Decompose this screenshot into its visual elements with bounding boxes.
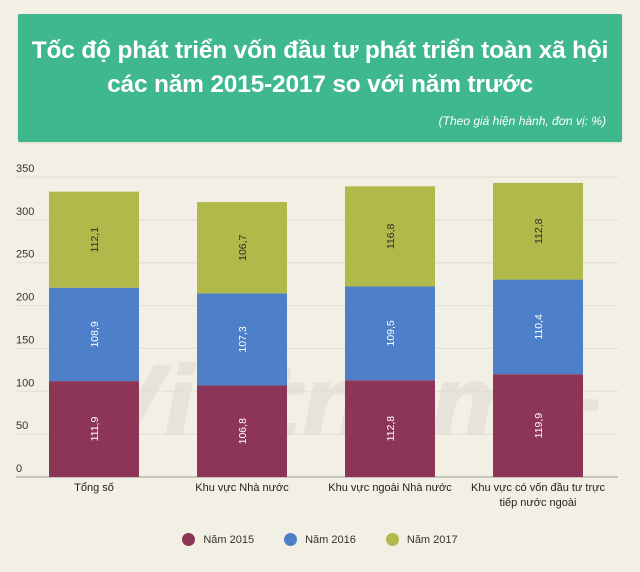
legend-marker-2016 [284,533,298,546]
bar-segment [49,381,139,477]
legend-item-2016: Năm 2016 [284,533,356,546]
y-tick-label: 150 [16,334,34,346]
x-tick-label: Khu vực có vốn đầu tư trực tiếp nước ngoà… [471,482,605,509]
legend-marker-2015 [182,533,196,546]
bar-segment [493,279,583,375]
y-tick-label: 350 [16,163,34,175]
data-label: 106,8 [237,418,249,444]
bar-segment [197,293,287,386]
y-tick-label: 250 [16,249,34,261]
x-tick-label: Khu vực ngoài Nhà nước [328,482,452,494]
bar-segment [197,202,287,294]
y-tick-label: 200 [16,292,34,304]
x-tick-label: Khu vực Nhà nước [195,482,289,494]
legend-marker-2017 [385,533,399,546]
legend: Năm 2015 Năm 2016 Năm 2017 [0,533,640,546]
legend-label-2017: Năm 2017 [406,533,458,546]
bar-segment [49,287,139,382]
data-label: 110,4 [533,314,545,340]
legend-item-2015: Năm 2015 [182,533,254,546]
legend-label-2016: Năm 2016 [305,533,356,546]
y-tick-label: 0 [16,463,22,475]
legend-label-2015: Năm 2015 [203,533,255,546]
data-label: 109,5 [385,320,397,346]
data-label: 116,8 [385,223,397,249]
data-label: 108,9 [89,321,101,347]
bar-segment [345,380,435,477]
data-label: 111,9 [89,417,101,442]
data-label: 112,1 [89,227,101,253]
bar-segment [493,182,583,280]
data-label: 106,7 [237,234,249,260]
bar-segment [493,374,583,477]
bar-segment [345,286,435,381]
data-label: 112,8 [533,218,545,244]
bar-segment [197,385,287,477]
bar-segment [49,191,139,288]
y-tick-label: 300 [16,206,34,218]
legend-item-2017: Năm 2017 [385,533,458,546]
x-tick-label: Tổng số [74,482,114,494]
y-tick-label: 100 [16,377,34,389]
data-label: 107,3 [237,326,249,352]
y-tick-label: 50 [16,420,28,432]
bar-segment [345,186,435,287]
chart-subtitle: (Theo giá hiện hành, đơn vị: %) [438,114,606,128]
stacked-bar-chart: 0 50 100 150 200 250 300 350 111,9 108,9 112,1 Tổng… [16,163,618,509]
data-label: 119,9 [533,413,545,439]
title-banner: Tốc độ phát triển vốn đầu tư phát triển … [18,14,622,142]
chart-title: Tốc độ phát triển vốn đầu tư phát triển … [31,37,609,98]
data-label: 112,8 [385,416,397,442]
